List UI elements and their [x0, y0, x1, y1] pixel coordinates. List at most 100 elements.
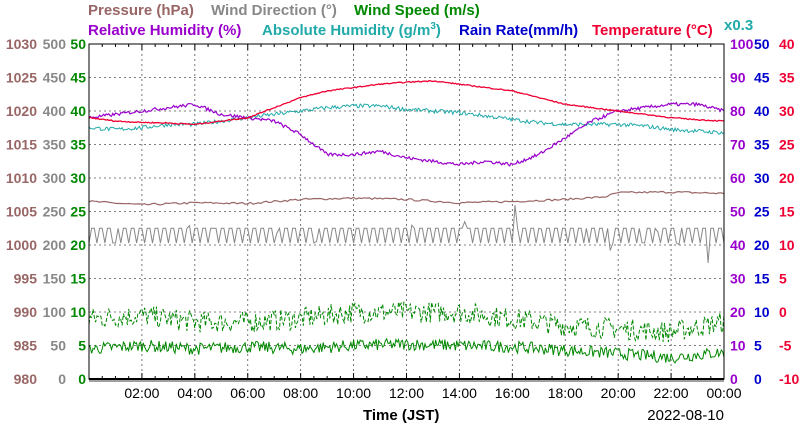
legend-absolute-humidity-label: Absolute Humidity (g/m	[262, 22, 430, 39]
x-tick-label: 06:00	[230, 385, 265, 401]
legend-ah-factor: x0.3	[724, 17, 753, 34]
y-tick-wind-speed: 35	[70, 137, 86, 153]
series-absolute-humidity	[88, 103, 725, 135]
y-tick-temperature: 15	[779, 204, 795, 220]
grid	[89, 44, 724, 379]
series-wind-gust	[88, 301, 725, 343]
series-wind-speed	[88, 337, 725, 364]
y-tick-wind-speed: 45	[70, 70, 86, 86]
x-tick-label: 00:00	[706, 385, 741, 401]
y-tick-rain-rate: 50	[754, 36, 770, 52]
y-tick-pressure: 995	[14, 271, 38, 287]
legend-wind-speed: Wind Speed (m/s)	[354, 2, 480, 19]
y-tick-wind-direction: 150	[43, 271, 67, 287]
y-tick-temperature: 30	[779, 103, 795, 119]
y-tick-wind-speed: 5	[78, 338, 86, 354]
chart-date: 2022-08-10	[647, 407, 724, 424]
x-tick-label: 16:00	[495, 385, 530, 401]
legend-absolute-humidity: Absolute Humidity (g/m3)	[262, 21, 441, 39]
y-tick-temperature: 20	[779, 170, 795, 186]
y-tick-rain-rate: 0	[754, 371, 762, 387]
y-tick-pressure: 985	[14, 338, 38, 354]
y-tick-humidity: 0	[730, 371, 738, 387]
x-tick-label: 18:00	[548, 385, 583, 401]
y-tick-temperature: 10	[779, 237, 795, 253]
y-tick-wind-direction: 0	[58, 371, 66, 387]
x-tick-label: 02:00	[124, 385, 159, 401]
y-tick-wind-speed: 40	[70, 103, 86, 119]
y-tick-wind-direction: 500	[43, 36, 67, 52]
y-tick-humidity: 90	[730, 70, 746, 86]
y-tick-rain-rate: 45	[754, 70, 770, 86]
y-tick-pressure: 980	[14, 371, 38, 387]
x-tick-label: 10:00	[336, 385, 371, 401]
y-tick-rain-rate: 5	[754, 338, 762, 354]
y-tick-humidity: 30	[730, 271, 746, 287]
x-tick-label: 04:00	[177, 385, 212, 401]
y-tick-temperature: -10	[779, 371, 799, 387]
y-tick-wind-direction: 200	[43, 237, 67, 253]
y-tick-temperature: 25	[779, 137, 795, 153]
y-tick-wind-speed: 25	[70, 204, 86, 220]
y-tick-temperature: -5	[779, 338, 792, 354]
y-tick-rain-rate: 40	[754, 103, 770, 119]
y-tick-humidity: 40	[730, 237, 746, 253]
x-axis-label: Time (JST)	[363, 407, 439, 424]
y-tick-wind-speed: 50	[70, 36, 86, 52]
y-tick-wind-speed: 30	[70, 170, 86, 186]
y-tick-wind-direction: 350	[43, 137, 67, 153]
y-tick-rain-rate: 35	[754, 137, 770, 153]
y-tick-wind-direction: 250	[43, 204, 67, 220]
y-tick-humidity: 100	[730, 36, 754, 52]
y-tick-temperature: 0	[779, 304, 787, 320]
y-tick-pressure: 1025	[6, 70, 37, 86]
y-tick-rain-rate: 10	[754, 304, 770, 320]
y-tick-temperature: 40	[779, 36, 795, 52]
y-tick-rain-rate: 20	[754, 237, 770, 253]
y-tick-wind-direction: 50	[50, 338, 66, 354]
series-relative-humidity	[88, 101, 725, 167]
y-tick-temperature: 35	[779, 70, 795, 86]
y-tick-humidity: 60	[730, 170, 746, 186]
y-tick-pressure: 990	[14, 304, 38, 320]
x-tick-label: 08:00	[283, 385, 318, 401]
y-tick-humidity: 80	[730, 103, 746, 119]
y-tick-humidity: 50	[730, 204, 746, 220]
y-tick-temperature: 5	[779, 271, 787, 287]
x-tick-label: 20:00	[601, 385, 636, 401]
y-tick-wind-direction: 100	[43, 304, 67, 320]
y-tick-wind-speed: 15	[70, 271, 86, 287]
series-wind-direction	[88, 205, 725, 263]
y-tick-pressure: 1005	[6, 204, 37, 220]
axis-ticks: 1030102510201015101010051000995990985980…	[6, 36, 800, 401]
legend-temperature: Temperature (°C)	[592, 22, 713, 39]
legend-pressure: Pressure (hPa)	[88, 2, 194, 19]
y-tick-humidity: 20	[730, 304, 746, 320]
series-pressure	[88, 190, 725, 206]
y-tick-wind-direction: 450	[43, 70, 67, 86]
legend-wind-direction: Wind Direction (°)	[211, 2, 337, 19]
y-tick-rain-rate: 15	[754, 271, 770, 287]
y-tick-pressure: 1030	[6, 36, 37, 52]
legend-rain-rate: Rain Rate(mm/h)	[459, 22, 578, 39]
legend-absolute-humidity-tail: )	[436, 22, 441, 39]
legend-row-1: Pressure (hPa) Wind Direction (°) Wind S…	[88, 2, 480, 19]
legend-relative-humidity: Relative Humidity (%)	[88, 22, 241, 39]
x-tick-label: 14:00	[442, 385, 477, 401]
y-tick-rain-rate: 30	[754, 170, 770, 186]
legend-row-2: Relative Humidity (%)	[88, 22, 241, 39]
series-temperature	[88, 79, 725, 126]
legend-absolute-humidity-sup: 3	[430, 21, 436, 32]
y-tick-pressure: 1000	[6, 237, 37, 253]
y-tick-pressure: 1010	[6, 170, 37, 186]
y-tick-wind-speed: 10	[70, 304, 86, 320]
x-tick-label: 22:00	[654, 385, 689, 401]
y-tick-humidity: 10	[730, 338, 746, 354]
y-tick-rain-rate: 25	[754, 204, 770, 220]
y-tick-pressure: 1020	[6, 103, 37, 119]
y-tick-wind-speed: 20	[70, 237, 86, 253]
y-tick-wind-direction: 400	[43, 103, 67, 119]
y-tick-wind-direction: 300	[43, 170, 67, 186]
x-tick-label: 12:00	[389, 385, 424, 401]
